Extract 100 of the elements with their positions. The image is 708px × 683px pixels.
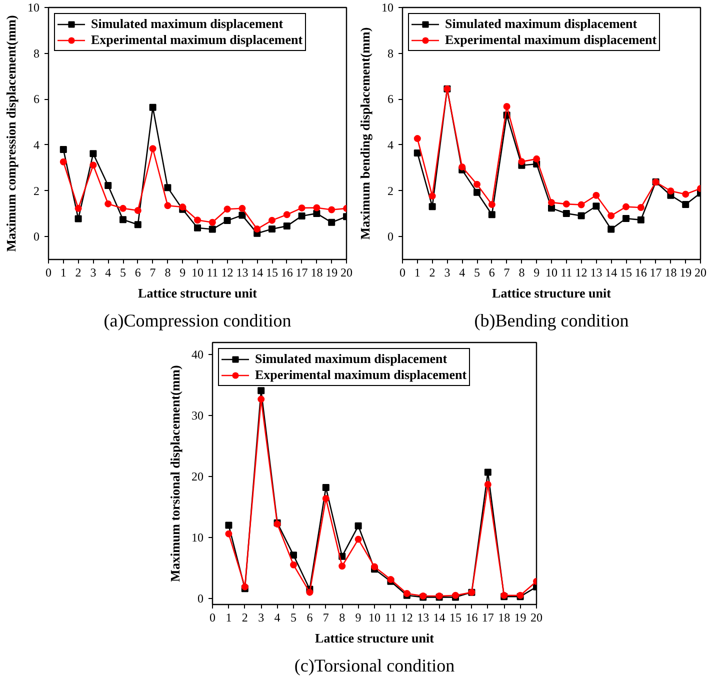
x-tick-label: 17	[482, 610, 494, 624]
x-tick-label: 3	[258, 610, 264, 624]
point	[313, 210, 320, 217]
x-tick-label: 6	[306, 610, 313, 624]
x-tick-label: 6	[134, 266, 141, 280]
y-tick-label: 8	[34, 46, 40, 60]
x-tick-label: 8	[518, 266, 525, 280]
x-tick-label: 1	[60, 266, 66, 280]
point	[578, 212, 585, 220]
x-tick-label: 11	[384, 610, 396, 624]
point	[268, 226, 276, 233]
point	[60, 146, 67, 154]
point	[258, 396, 265, 403]
point	[322, 484, 330, 492]
y-tick-label: 0	[388, 230, 394, 244]
point	[428, 203, 436, 210]
x-tick-label: 0	[400, 266, 406, 280]
x-tick-label: 12	[575, 266, 588, 280]
point	[120, 204, 126, 212]
x-tick-label: 11	[206, 266, 218, 280]
point	[225, 530, 232, 538]
x-tick-label: 2	[242, 610, 248, 624]
x-tick-label: 18	[310, 266, 323, 280]
point	[578, 201, 585, 208]
legend-label: Simulated maximum displacement	[255, 351, 448, 367]
x-tick-label: 19	[514, 610, 526, 624]
x-tick-label: 14	[251, 266, 264, 280]
x-tick-label: 5	[120, 266, 126, 280]
x-tick-label: 8	[164, 266, 171, 280]
x-tick-label: 20	[694, 266, 706, 280]
point	[60, 158, 67, 166]
y-tick-label: 6	[388, 92, 394, 106]
x-tick-label: 19	[326, 266, 338, 280]
x-tick-label: 3	[444, 266, 450, 280]
x-tick-label: 2	[75, 266, 82, 280]
x-tick-label: 0	[210, 610, 216, 624]
point	[254, 226, 261, 233]
x-tick-label: 16	[466, 610, 478, 624]
x-tick-label: 5	[474, 266, 480, 280]
x-tick-label: 7	[150, 266, 156, 280]
point	[637, 204, 644, 211]
point	[592, 192, 600, 199]
x-tick-label: 7	[322, 610, 329, 624]
point	[134, 206, 142, 214]
point	[225, 522, 232, 529]
point	[194, 224, 201, 232]
point	[194, 216, 201, 224]
point	[208, 226, 216, 233]
point	[90, 150, 97, 158]
point	[667, 188, 674, 194]
y-tick-label: 10	[382, 0, 394, 14]
x-axis-title: Lattice structure unit	[492, 286, 612, 300]
legend-label: Experimental maximum displacement	[255, 367, 467, 383]
x-tick-label: 15	[620, 266, 632, 280]
point	[224, 217, 231, 224]
point	[104, 200, 112, 208]
x-tick-label: 15	[266, 266, 278, 280]
y-tick-label: 2	[388, 184, 394, 198]
y-tick-label: 0	[198, 591, 204, 606]
point	[120, 216, 126, 224]
point	[290, 552, 297, 559]
point	[488, 201, 496, 208]
x-tick-label: 20	[340, 266, 352, 280]
point	[283, 222, 290, 230]
point	[548, 204, 555, 212]
x-tick-label: 17	[650, 266, 662, 280]
point	[313, 204, 320, 212]
point	[608, 226, 615, 233]
point	[306, 588, 314, 596]
point	[474, 180, 480, 188]
y-tick-label: 6	[34, 92, 40, 106]
point	[682, 190, 690, 198]
point	[328, 218, 336, 226]
point	[562, 210, 570, 217]
x-tick-label: 18	[498, 610, 510, 624]
point	[533, 155, 540, 162]
x-tick-label: 9	[355, 610, 362, 624]
point	[258, 387, 265, 394]
x-tick-label: 6	[488, 266, 495, 280]
x-tick-label: 7	[504, 266, 510, 280]
text: (c)Torsional condition	[294, 656, 455, 676]
point	[74, 215, 82, 222]
x-tick-label: 14	[433, 610, 446, 624]
point	[208, 218, 216, 226]
legend-label: Simulated maximum displacement	[445, 16, 638, 32]
point	[298, 204, 306, 212]
point	[484, 468, 492, 476]
y-axis-title: Maximum torsional displacement(mm)	[168, 365, 182, 582]
legend-label: Experimental maximum displacement	[445, 32, 657, 48]
point	[592, 202, 600, 210]
x-tick-label: 18	[664, 266, 677, 280]
point	[149, 104, 156, 111]
point	[414, 149, 421, 156]
x-axis-title: Lattice structure unit	[138, 286, 258, 300]
y-tick-label: 20	[192, 470, 204, 484]
y-tick-label: 4	[34, 138, 40, 152]
point	[224, 206, 231, 213]
y-tick-label: 0	[34, 230, 40, 244]
point	[354, 522, 362, 530]
point	[338, 562, 346, 570]
